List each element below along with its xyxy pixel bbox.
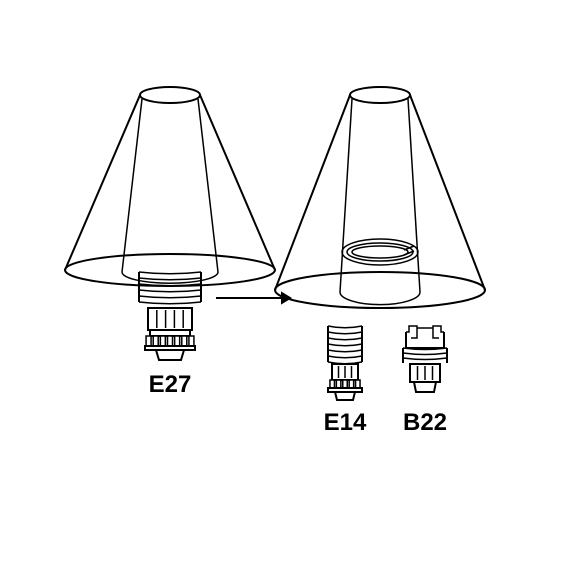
label-e27: E27 bbox=[149, 371, 192, 398]
label-e14: E14 bbox=[324, 409, 367, 436]
label-b22: B22 bbox=[403, 409, 447, 436]
lamp-socket-diagram: E27 E14 B22 bbox=[0, 0, 580, 580]
